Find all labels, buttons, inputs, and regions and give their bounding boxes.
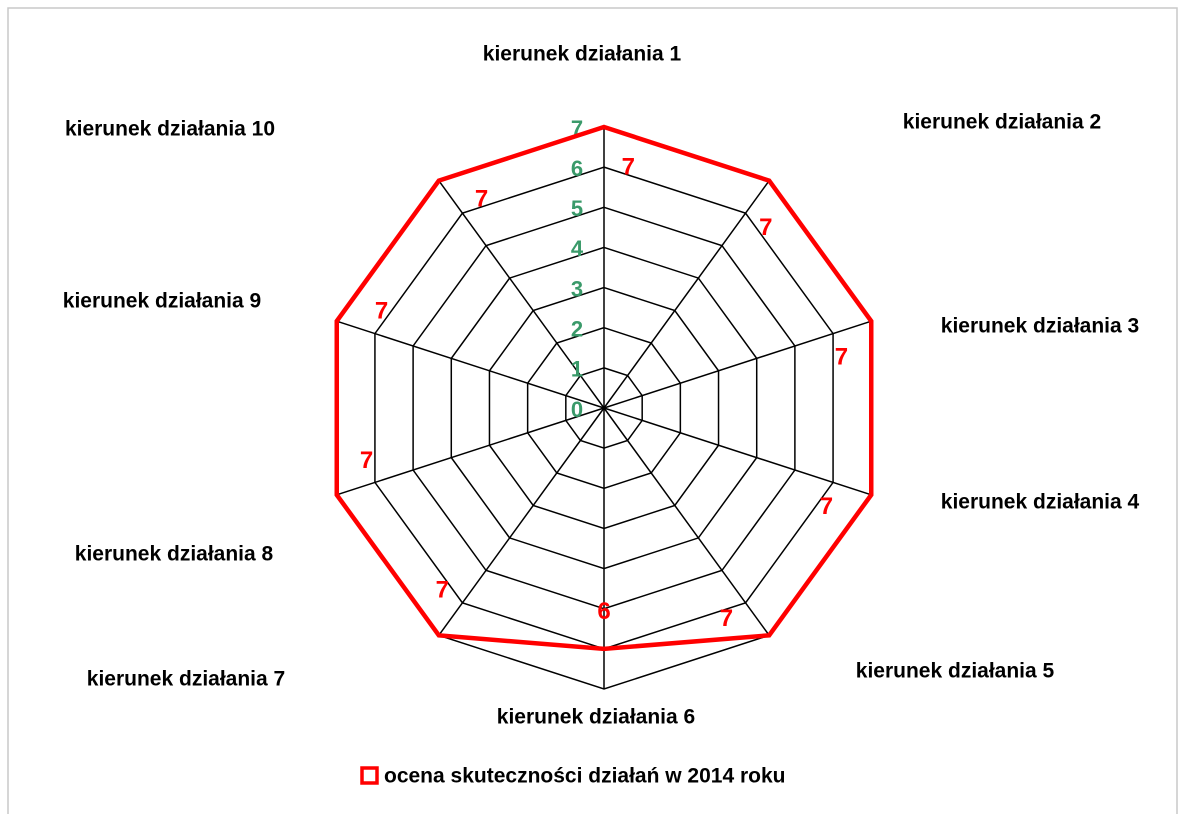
category-label: kierunek działania 1 [483, 43, 682, 66]
y-tick-label: 0 [571, 397, 583, 422]
series-line [334, 124, 874, 652]
spoke [603, 407, 770, 636]
spoke [603, 407, 872, 496]
spoke [438, 407, 605, 636]
category-label: kierunek działania 9 [63, 290, 261, 313]
y-tick-label: 1 [571, 357, 583, 382]
data-label: 7 [360, 447, 373, 474]
y-tick-label: 4 [571, 236, 584, 261]
chart-frame [7, 7, 1178, 814]
category-label: kierunek działania 8 [75, 543, 274, 566]
y-tick-label: 6 [571, 156, 583, 181]
spoke [438, 180, 605, 409]
data-label: 7 [475, 185, 488, 212]
category-label: kierunek działania 5 [856, 660, 1055, 683]
legend-label: ocena skuteczności działań w 2014 roku [384, 765, 786, 788]
data-label: 7 [436, 577, 449, 604]
data-label: 7 [835, 344, 848, 371]
legend-swatch [360, 766, 379, 785]
category-label: kierunek działania 6 [497, 706, 695, 729]
category-label: kierunek działania 2 [903, 111, 1101, 134]
category-label: kierunek działania 4 [941, 491, 1140, 514]
y-tick-label: 2 [571, 317, 583, 342]
y-tick-label: 3 [571, 276, 583, 301]
data-label: 7 [622, 154, 635, 181]
data-label: 7 [759, 214, 772, 241]
spoke [336, 407, 605, 496]
category-label: kierunek działania 3 [941, 315, 1139, 338]
y-tick-label: 5 [571, 196, 583, 221]
data-label: 7 [720, 605, 733, 632]
spoke [603, 180, 770, 409]
data-label: 6 [597, 598, 610, 625]
spoke [336, 320, 605, 409]
data-label: 7 [375, 298, 388, 325]
data-label: 7 [820, 493, 833, 520]
category-label: kierunek działania 7 [87, 668, 285, 691]
spoke [603, 320, 872, 409]
category-label: kierunek działania 10 [65, 118, 275, 141]
